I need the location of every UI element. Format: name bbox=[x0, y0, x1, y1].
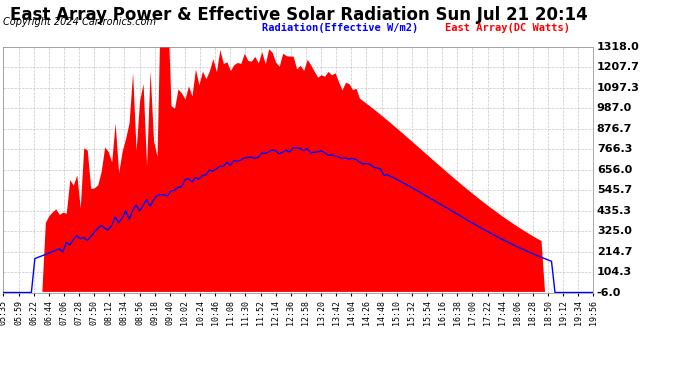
Text: 104.3: 104.3 bbox=[597, 267, 632, 277]
Text: 214.7: 214.7 bbox=[597, 246, 632, 256]
Text: Radiation(Effective W/m2): Radiation(Effective W/m2) bbox=[262, 23, 418, 33]
Text: 987.0: 987.0 bbox=[597, 103, 632, 113]
Text: -6.0: -6.0 bbox=[597, 288, 621, 297]
Text: 656.0: 656.0 bbox=[597, 165, 632, 175]
Text: East Array Power & Effective Solar Radiation Sun Jul 21 20:14: East Array Power & Effective Solar Radia… bbox=[10, 6, 587, 24]
Text: East Array(DC Watts): East Array(DC Watts) bbox=[445, 23, 570, 33]
Text: 1097.3: 1097.3 bbox=[597, 83, 640, 93]
Text: 545.7: 545.7 bbox=[597, 185, 632, 195]
Text: 435.3: 435.3 bbox=[597, 206, 632, 216]
Text: 325.0: 325.0 bbox=[597, 226, 632, 236]
Text: 1318.0: 1318.0 bbox=[597, 42, 640, 52]
Text: 1207.7: 1207.7 bbox=[597, 62, 640, 72]
Text: 766.3: 766.3 bbox=[597, 144, 632, 154]
Text: 876.7: 876.7 bbox=[597, 124, 632, 134]
Text: Copyright 2024 Cartronics.com: Copyright 2024 Cartronics.com bbox=[3, 17, 157, 27]
